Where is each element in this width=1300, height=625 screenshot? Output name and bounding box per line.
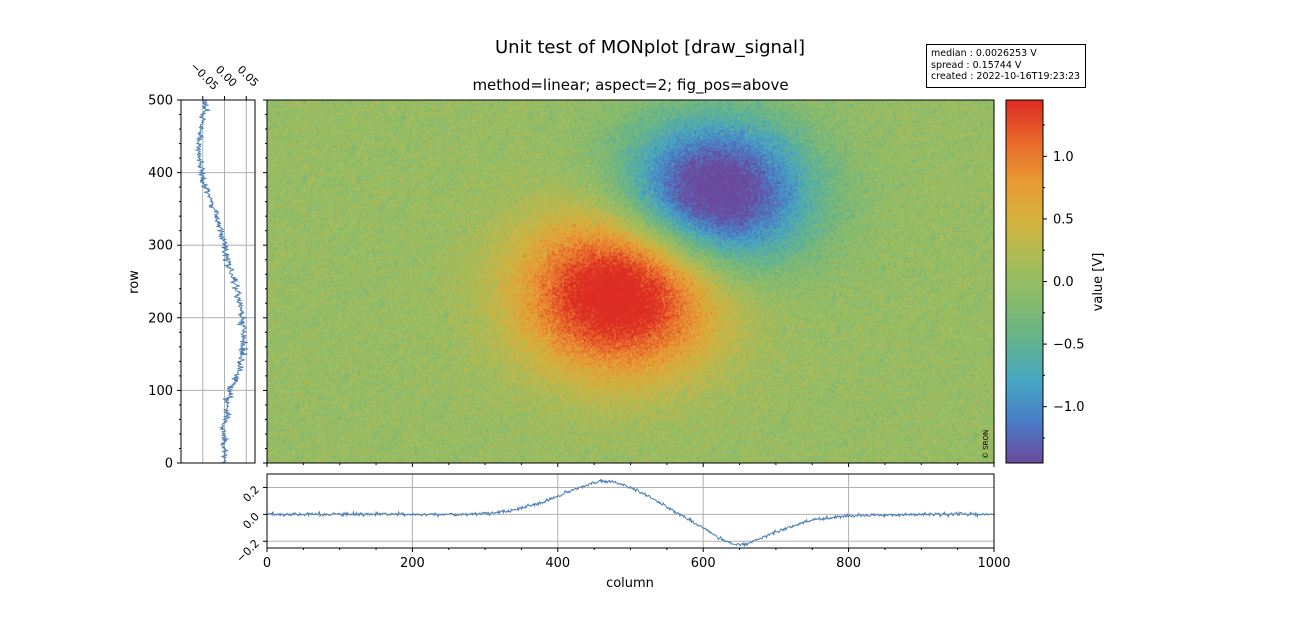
figure-title: method=linear; aspect=2; fig_pos=above: [472, 76, 789, 94]
copyright-label: © SRON: [982, 430, 990, 459]
colorbar-tick-label: −1.0: [1053, 400, 1085, 415]
column-profile-ytick-label: 0.2: [240, 483, 262, 505]
colorbar-tick-label: −0.5: [1053, 338, 1085, 353]
figure-suptitle: Unit test of MONplot [draw_signal]: [495, 37, 805, 58]
row-profile-grid: [181, 99, 255, 464]
row-profile-ytick-label: 400: [148, 166, 173, 181]
colorbar-tick-label: 0.5: [1053, 212, 1074, 227]
colorbar: −1.0 −0.5 0.0 0.5 1.0 value [V]: [1005, 99, 1106, 464]
colorbar-label: value [V]: [1091, 253, 1106, 312]
info-median: median : 0.0026253 V: [931, 48, 1037, 59]
column-profile-frame: [266, 473, 995, 549]
column-profile-xtick-label: 1000: [977, 556, 1010, 571]
info-box: median : 0.0026253 V spread : 0.15744 V …: [926, 44, 1086, 88]
column-profile-xtick-label: 600: [691, 556, 716, 571]
column-profile-xtick-label: 0: [263, 556, 271, 571]
column-profile-panel: 0 200 400 600 800 1000 −0.2 0.0 0.2 column: [234, 473, 1011, 591]
colorbar-tick-label: 0.0: [1053, 275, 1074, 290]
info-created: created : 2022-10-16T19:23:23: [931, 71, 1081, 82]
column-profile-ytick-label: −0.2: [234, 537, 262, 565]
heatmap-panel: © SRON: [263, 99, 995, 467]
colorbar-image: [1006, 100, 1043, 463]
row-axis-label: row: [127, 270, 142, 294]
row-profile-ytick-label: 0: [165, 457, 173, 472]
colorbar-ticks: −1.0 −0.5 0.0 0.5 1.0: [1043, 124, 1085, 439]
column-profile-ticks: 0 200 400 600 800 1000 −0.2 0.0 0.2: [234, 483, 1011, 571]
column-profile-line: [266, 478, 995, 548]
row-profile-xtick-label: −0.05: [188, 60, 221, 93]
row-profile-line: [194, 99, 249, 464]
heatmap-ticks: [263, 99, 995, 467]
heatmap-image: [267, 100, 994, 463]
row-profile-ytick-label: 200: [148, 311, 173, 326]
colorbar-tick-label: 1.0: [1053, 150, 1074, 165]
column-profile-xtick-label: 800: [836, 556, 861, 571]
info-spread: spread : 0.15744 V: [931, 59, 1022, 71]
column-profile-ytick-label: 0.0: [240, 510, 262, 532]
column-profile-grid: [266, 474, 995, 548]
column-profile-xtick-label: 400: [545, 556, 570, 571]
row-profile-frame: [180, 99, 256, 464]
column-profile-xtick-label: 200: [400, 556, 425, 571]
row-profile-ytick-label: 100: [148, 384, 173, 399]
row-profile-ytick-label: 500: [148, 94, 173, 109]
row-profile-ytick-label: 300: [148, 239, 173, 254]
column-axis-label: column: [606, 576, 654, 591]
row-profile-xtick-label: 0.05: [235, 63, 262, 90]
